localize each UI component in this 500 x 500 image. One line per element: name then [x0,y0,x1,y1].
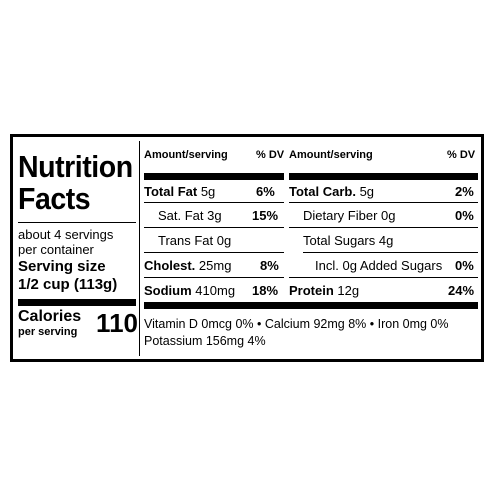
total-fat-name: Total Fat [144,184,198,199]
col1-row-sodium: Sodium 410mg [144,283,235,298]
col2-header-amount: Amount/serving [289,149,373,161]
sat-fat-amount: 3g [207,208,222,223]
col1-row-total-fat: Total Fat 5g [144,184,215,199]
sat-fat-dv: 15% [252,208,279,223]
servings-per-container: about 4 servings [18,227,114,242]
col1-thick-rule [144,173,284,180]
col2-row-protein: Protein 12g [289,283,359,298]
protein-name: Protein [289,283,334,298]
servings-per-container-2: per container [18,242,94,257]
trans-fat-amount: 0g [216,233,232,248]
protein-amount: 12g [337,283,360,298]
row-divider [144,252,284,253]
dietary-fiber-amount: 0g [381,208,396,223]
nutrition-facts-label: Nutrition Facts about 4 servings per con… [10,134,484,362]
total-sugars-name: Total Sugars [303,233,376,248]
vitamins-line-1: Vitamin D 0mcg 0% • Calcium 92mg 8% • Ir… [144,317,449,331]
total-carb-amount: 5g [359,184,375,199]
row-divider [289,202,478,203]
row-divider [144,227,284,228]
total-sugars-amount: 4g [378,233,394,248]
cholesterol-name: Cholest. [144,258,196,273]
col2-row-total-sugars: Total Sugars 4g [303,233,393,248]
row-divider [303,252,478,253]
col2-row-added-sugars: Incl. 0g Added Sugars [315,258,442,273]
cholesterol-amount: 25mg [198,258,232,273]
total-fat-dv: 6% [256,184,275,199]
row-divider [144,277,284,278]
col1-row-sat-fat: Sat. Fat 3g [158,208,222,223]
cholesterol-dv: 8% [260,258,279,273]
row-divider [289,227,478,228]
calories-label: Calories [18,308,82,325]
column-separator [139,141,140,356]
protein-dv: 24% [448,283,475,298]
serving-size-value: 1/2 cup (113g) [18,276,118,293]
sodium-name: Sodium [144,283,192,298]
sat-fat-name: Sat. Fat [158,208,204,223]
col1-row-trans-fat: Trans Fat 0g [158,233,231,248]
sodium-amount: 410mg [195,283,236,298]
vitamins-line-2: Potassium 156mg 4% [144,334,266,348]
dietary-fiber-dv: 0% [455,208,474,223]
added-sugars-name: Incl. [315,258,339,273]
calories-sub-label: per serving [18,326,78,338]
added-sugars-dv: 0% [455,258,474,273]
col2-header-dv: % DV [447,149,476,161]
col1-header-amount: Amount/serving [144,149,228,161]
serving-size-label: Serving size [18,258,106,275]
col2-row-total-carb: Total Carb. 5g [289,184,374,199]
added-sugars-amount: 0g Added Sugars [342,258,443,273]
col1-row-cholesterol: Cholest. 25mg [144,258,231,273]
trans-fat-name: Trans Fat [158,233,214,248]
col2-thick-rule [289,173,478,180]
dietary-fiber-name: Dietary Fiber [303,208,378,223]
total-fat-amount: 5g [200,184,216,199]
col2-row-dietary-fiber: Dietary Fiber 0g [303,208,396,223]
row-divider [144,202,284,203]
row-divider [289,277,478,278]
sodium-dv: 18% [252,283,279,298]
vitamins-thick-rule [144,302,478,309]
calories-value: 110 [96,308,138,338]
divider [18,222,136,223]
label-title-line2: Facts [18,181,91,216]
total-carb-name: Total Carb. [289,184,356,199]
label-title-line1: Nutrition [18,149,133,184]
total-carb-dv: 2% [455,184,474,199]
col1-header-dv: % DV [256,149,285,161]
thick-divider [18,299,136,306]
